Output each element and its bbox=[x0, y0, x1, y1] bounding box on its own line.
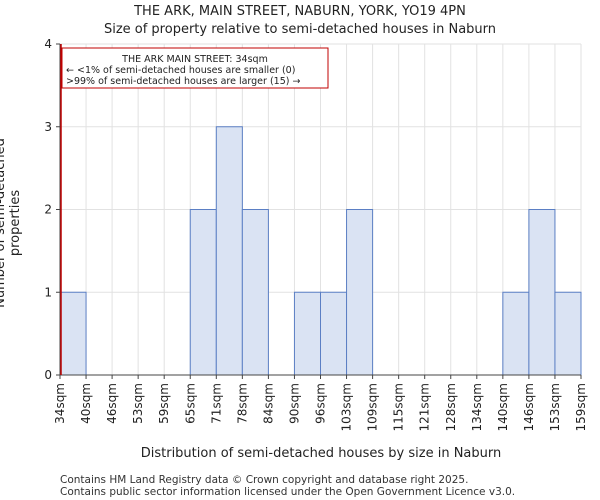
y-tick-label: 4 bbox=[44, 37, 52, 51]
x-tick-label-96sqm: 96sqm bbox=[314, 383, 328, 424]
x-tick-label-140sqm: 140sqm bbox=[496, 383, 510, 431]
footer-licence: Contains public sector information licen… bbox=[60, 486, 516, 498]
x-tick-label-146sqm: 146sqm bbox=[522, 383, 536, 431]
x-tick-label-128sqm: 128sqm bbox=[444, 383, 458, 431]
y-tick-label: 3 bbox=[44, 120, 52, 134]
x-tick-label-34sqm: 34sqm bbox=[53, 383, 67, 424]
bar-103sqm bbox=[346, 209, 374, 376]
annotation-line-2: ← <1% of semi-detached houses are smalle… bbox=[66, 65, 295, 76]
x-tick-label-103sqm: 103sqm bbox=[340, 383, 354, 431]
y-tick-label: 0 bbox=[44, 368, 52, 382]
bar-71sqm bbox=[215, 126, 243, 376]
x-tick-label-59sqm: 59sqm bbox=[157, 383, 171, 424]
x-tick-label-153sqm: 153sqm bbox=[548, 383, 562, 431]
x-tick-label-65sqm: 65sqm bbox=[183, 383, 197, 424]
x-tick-label-78sqm: 78sqm bbox=[235, 383, 249, 424]
bar-78sqm bbox=[241, 209, 269, 376]
bar-90sqm bbox=[293, 291, 322, 376]
bar-140sqm bbox=[502, 291, 530, 376]
x-tick-label-115sqm: 115sqm bbox=[392, 383, 406, 431]
x-tick-label-40sqm: 40sqm bbox=[79, 383, 93, 424]
chart-title: THE ARK, MAIN STREET, NABURN, YORK, YO19… bbox=[134, 4, 466, 19]
x-tick-label-53sqm: 53sqm bbox=[131, 383, 145, 424]
x-tick-label-109sqm: 109sqm bbox=[366, 383, 380, 431]
x-tick-label-121sqm: 121sqm bbox=[418, 383, 432, 431]
x-tick-label-134sqm: 134sqm bbox=[470, 383, 484, 431]
footer-copyright: Contains HM Land Registry data © Crown c… bbox=[60, 474, 469, 486]
y-tick-label: 1 bbox=[44, 285, 52, 299]
chart-subtitle: Size of property relative to semi-detach… bbox=[103, 22, 497, 37]
bar-146sqm bbox=[528, 209, 556, 376]
x-tick-label-159sqm: 159sqm bbox=[574, 383, 588, 431]
annotation-box: THE ARK MAIN STREET: 34sqm ← <1% of semi… bbox=[61, 47, 329, 89]
bar-65sqm bbox=[189, 209, 217, 376]
bar-34sqm bbox=[59, 291, 87, 376]
x-tick-label-84sqm: 84sqm bbox=[261, 383, 275, 424]
bar-153sqm bbox=[554, 291, 582, 376]
bar-96sqm bbox=[320, 291, 348, 376]
y-axis-label: Number of semi-detached properties bbox=[0, 138, 23, 308]
x-tick-label-90sqm: 90sqm bbox=[287, 383, 301, 424]
y-tick-label: 2 bbox=[44, 203, 52, 217]
x-tick-label-46sqm: 46sqm bbox=[105, 383, 119, 424]
x-tick-label-71sqm: 71sqm bbox=[209, 383, 223, 424]
x-axis-label: Distribution of semi-detached houses by … bbox=[140, 446, 502, 461]
annotation-line-3: >99% of semi-detached houses are larger … bbox=[66, 76, 300, 87]
annotation-line-1: THE ARK MAIN STREET: 34sqm bbox=[121, 54, 268, 65]
